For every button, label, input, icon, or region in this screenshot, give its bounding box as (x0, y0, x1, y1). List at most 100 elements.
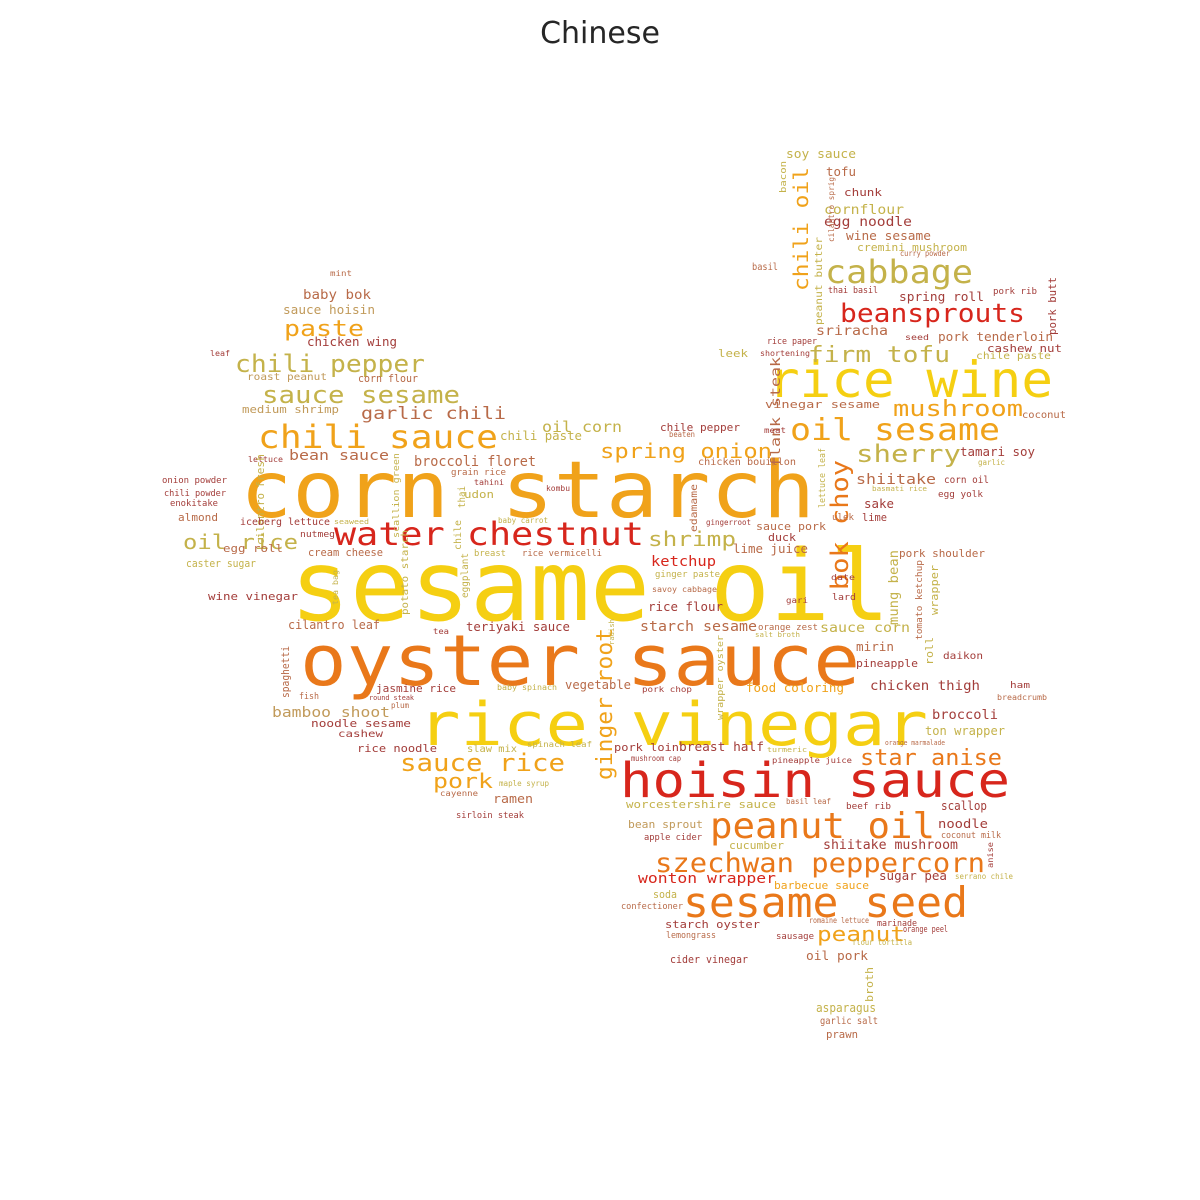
word-rice-wine: rice wine (768, 351, 1053, 409)
word-noodle-sesame: noodle sesame (311, 717, 411, 730)
word-bok-choy: bok choy (826, 460, 854, 590)
word-lard: lard (832, 593, 856, 603)
word-grain-rice: grain rice (451, 468, 506, 478)
word-cilantro-leaf: cilantro leaf (288, 618, 380, 632)
word-teriyaki-sauce: teriyaki sauce (466, 620, 570, 634)
word-coconut-milk: coconut milk (941, 831, 1002, 841)
word-paste: paste (284, 317, 364, 342)
word-egg-noodle: egg noodle (824, 215, 912, 230)
word-anise: anise (986, 842, 995, 868)
word-bacon: bacon (779, 161, 789, 193)
word-ginger-paste: ginger paste (655, 570, 720, 580)
word-cucumber: cucumber (729, 839, 784, 852)
word-romaine-lettuce: romaine lettuce (809, 916, 869, 925)
word-oil-pork: oil pork (806, 949, 869, 963)
word-kombu: kombu (546, 484, 570, 493)
word-pork-tenderloin: pork tenderloin (938, 330, 1053, 344)
word-chili-oil: chili oil (789, 167, 813, 291)
word-spinach-leaf: spinach leaf (527, 740, 592, 749)
word-water-chestnut: water chestnut (334, 515, 644, 553)
word-lettuce: lettuce (248, 455, 283, 464)
word-peanut-oil: peanut oil (710, 806, 935, 847)
word-orange-zest: orange zest (758, 623, 818, 633)
word-shiitake-mushroom: shiitake mushroom (823, 838, 958, 853)
word-cashew: cashew (338, 729, 384, 740)
word-cashew-nut: cashew nut (987, 342, 1062, 355)
word-pork-rib: pork rib (993, 287, 1037, 297)
word-soda: soda (653, 888, 677, 901)
word-leek: leek (718, 347, 748, 360)
word-seaweed: seaweed (334, 518, 369, 526)
word-sesame-seed: sesame seed (683, 878, 968, 927)
word-duck: duck (768, 531, 796, 544)
word-flour-tortilla: flour tortilla (852, 938, 912, 947)
word-jasmine-rice: jasmine rice (376, 682, 456, 695)
word-sherry: sherry (856, 440, 961, 468)
word-baby-carrot: baby carrot (498, 516, 548, 525)
word-orange-peel: orange peel (903, 925, 948, 935)
word-worcestershire-sauce: worcestershire sauce (626, 798, 776, 811)
word-wine-sesame: wine sesame (846, 229, 931, 243)
word-basil: basil (752, 262, 778, 273)
word-savoy-cabbage: savoy cabbage (652, 585, 717, 594)
word-lemongrass: lemongrass (666, 931, 716, 941)
word-leaf: leaf (210, 349, 230, 358)
word-cilantro: cilantro (254, 493, 267, 545)
word-wine-vinegar: wine vinegar (208, 590, 298, 603)
word-starch-oyster: starch oyster (665, 918, 760, 931)
word-nutmeg: nutmeg (300, 530, 335, 540)
word-oil-rice: oil rice (183, 530, 298, 554)
word-corn-starch: corn starch (240, 446, 815, 536)
word-chile-paste: chile paste (976, 351, 1051, 362)
word-plum: plum (391, 701, 409, 710)
word-orange-marmalade: orange marmalade (885, 739, 945, 747)
word-barbecue-sauce: barbecue sauce (774, 879, 869, 892)
word-udon: udon (464, 488, 494, 501)
word-beansprouts: beansprouts (840, 299, 1025, 329)
word-rice-paper: rice paper (767, 337, 818, 347)
word-rice-vermicelli: rice vermicelli (522, 549, 602, 559)
word-bean-sprout: bean sprout (628, 818, 703, 831)
word-chili-paste: chili paste (500, 429, 582, 443)
word-roll: roll (923, 637, 936, 665)
word-almond: almond (178, 511, 218, 524)
word-rice-flour: rice flour (648, 600, 723, 614)
word-ketchup: ketchup (651, 554, 716, 570)
word-fish: fish (299, 692, 319, 702)
word-fresh: fresh (254, 454, 267, 488)
word-maple-syrup: maple syrup (499, 779, 549, 788)
word-serrano-chile: serrano chile (955, 872, 1013, 881)
word-enokitake: enokitake (170, 499, 218, 509)
word-asparagus: asparagus (816, 1001, 876, 1015)
word-gingerroot: gingerroot (706, 518, 751, 527)
word-sriracha: sriracha (816, 324, 888, 339)
word-cayenne: cayenne (440, 789, 478, 798)
word-basmati-rice: basmati rice (872, 485, 927, 493)
word-broth: broth (863, 967, 876, 1002)
word-breast-half: breast half (679, 740, 764, 754)
word-sugar-pea: sugar pea (879, 869, 947, 883)
word-pork: pork (433, 769, 493, 793)
word-starch-sesame: starch sesame (640, 619, 757, 635)
word-sauce-pork: sauce pork (756, 520, 826, 533)
word-soy-sauce: soy sauce (786, 147, 856, 161)
word-thai-basil: thai basil (828, 286, 878, 296)
word-sauce-sesame: sauce sesame (262, 381, 460, 409)
word-shortening: shortening (760, 349, 810, 358)
word-gari: gari (786, 596, 808, 605)
word-shrimp: shrimp (648, 527, 736, 551)
word-cilantro-sprig: cilantro sprig (827, 177, 836, 242)
word-firm-tofu: firm tofu (808, 343, 950, 368)
word-spaghetti: spaghetti (279, 646, 292, 698)
word-egg-roll: egg roll (223, 542, 283, 555)
word-scallop: scallop (941, 799, 987, 813)
word-cider-vinegar: cider vinegar (670, 953, 748, 966)
word-pineapple: pineapple (856, 657, 918, 670)
word-daikon: daikon (943, 651, 983, 662)
word-bamboo-shoot: bamboo shoot (272, 705, 390, 721)
word-cremini-mushroom: cremini mushroom (857, 241, 967, 254)
word-beaten: beaten (669, 430, 695, 439)
word-lime: lime (862, 511, 887, 524)
word-sauce-rice: sauce rice (400, 749, 565, 777)
word-baby-bok: baby bok (303, 288, 371, 303)
